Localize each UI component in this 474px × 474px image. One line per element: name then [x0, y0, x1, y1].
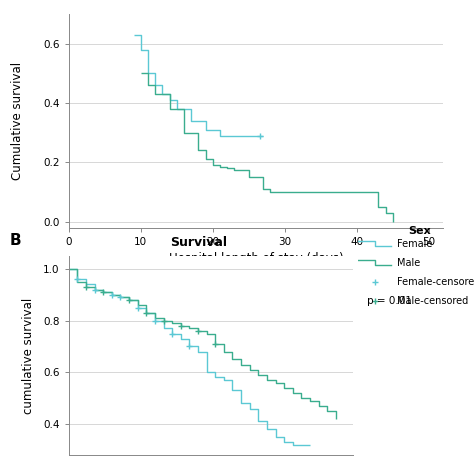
Text: Sex: Sex	[408, 226, 430, 236]
Text: Male: Male	[397, 257, 420, 268]
Text: p = 0.01: p = 0.01	[367, 296, 412, 306]
Y-axis label: Cumulative survival: Cumulative survival	[11, 62, 24, 180]
Text: Male-censored: Male-censored	[397, 295, 468, 306]
X-axis label: Hospital length of stay (days): Hospital length of stay (days)	[169, 252, 343, 265]
Text: B: B	[9, 233, 21, 248]
Text: Female-censored: Female-censored	[397, 276, 474, 287]
Text: Female: Female	[397, 238, 432, 249]
Text: Survival: Survival	[171, 236, 228, 249]
Y-axis label: cumulative survival: cumulative survival	[22, 297, 35, 414]
